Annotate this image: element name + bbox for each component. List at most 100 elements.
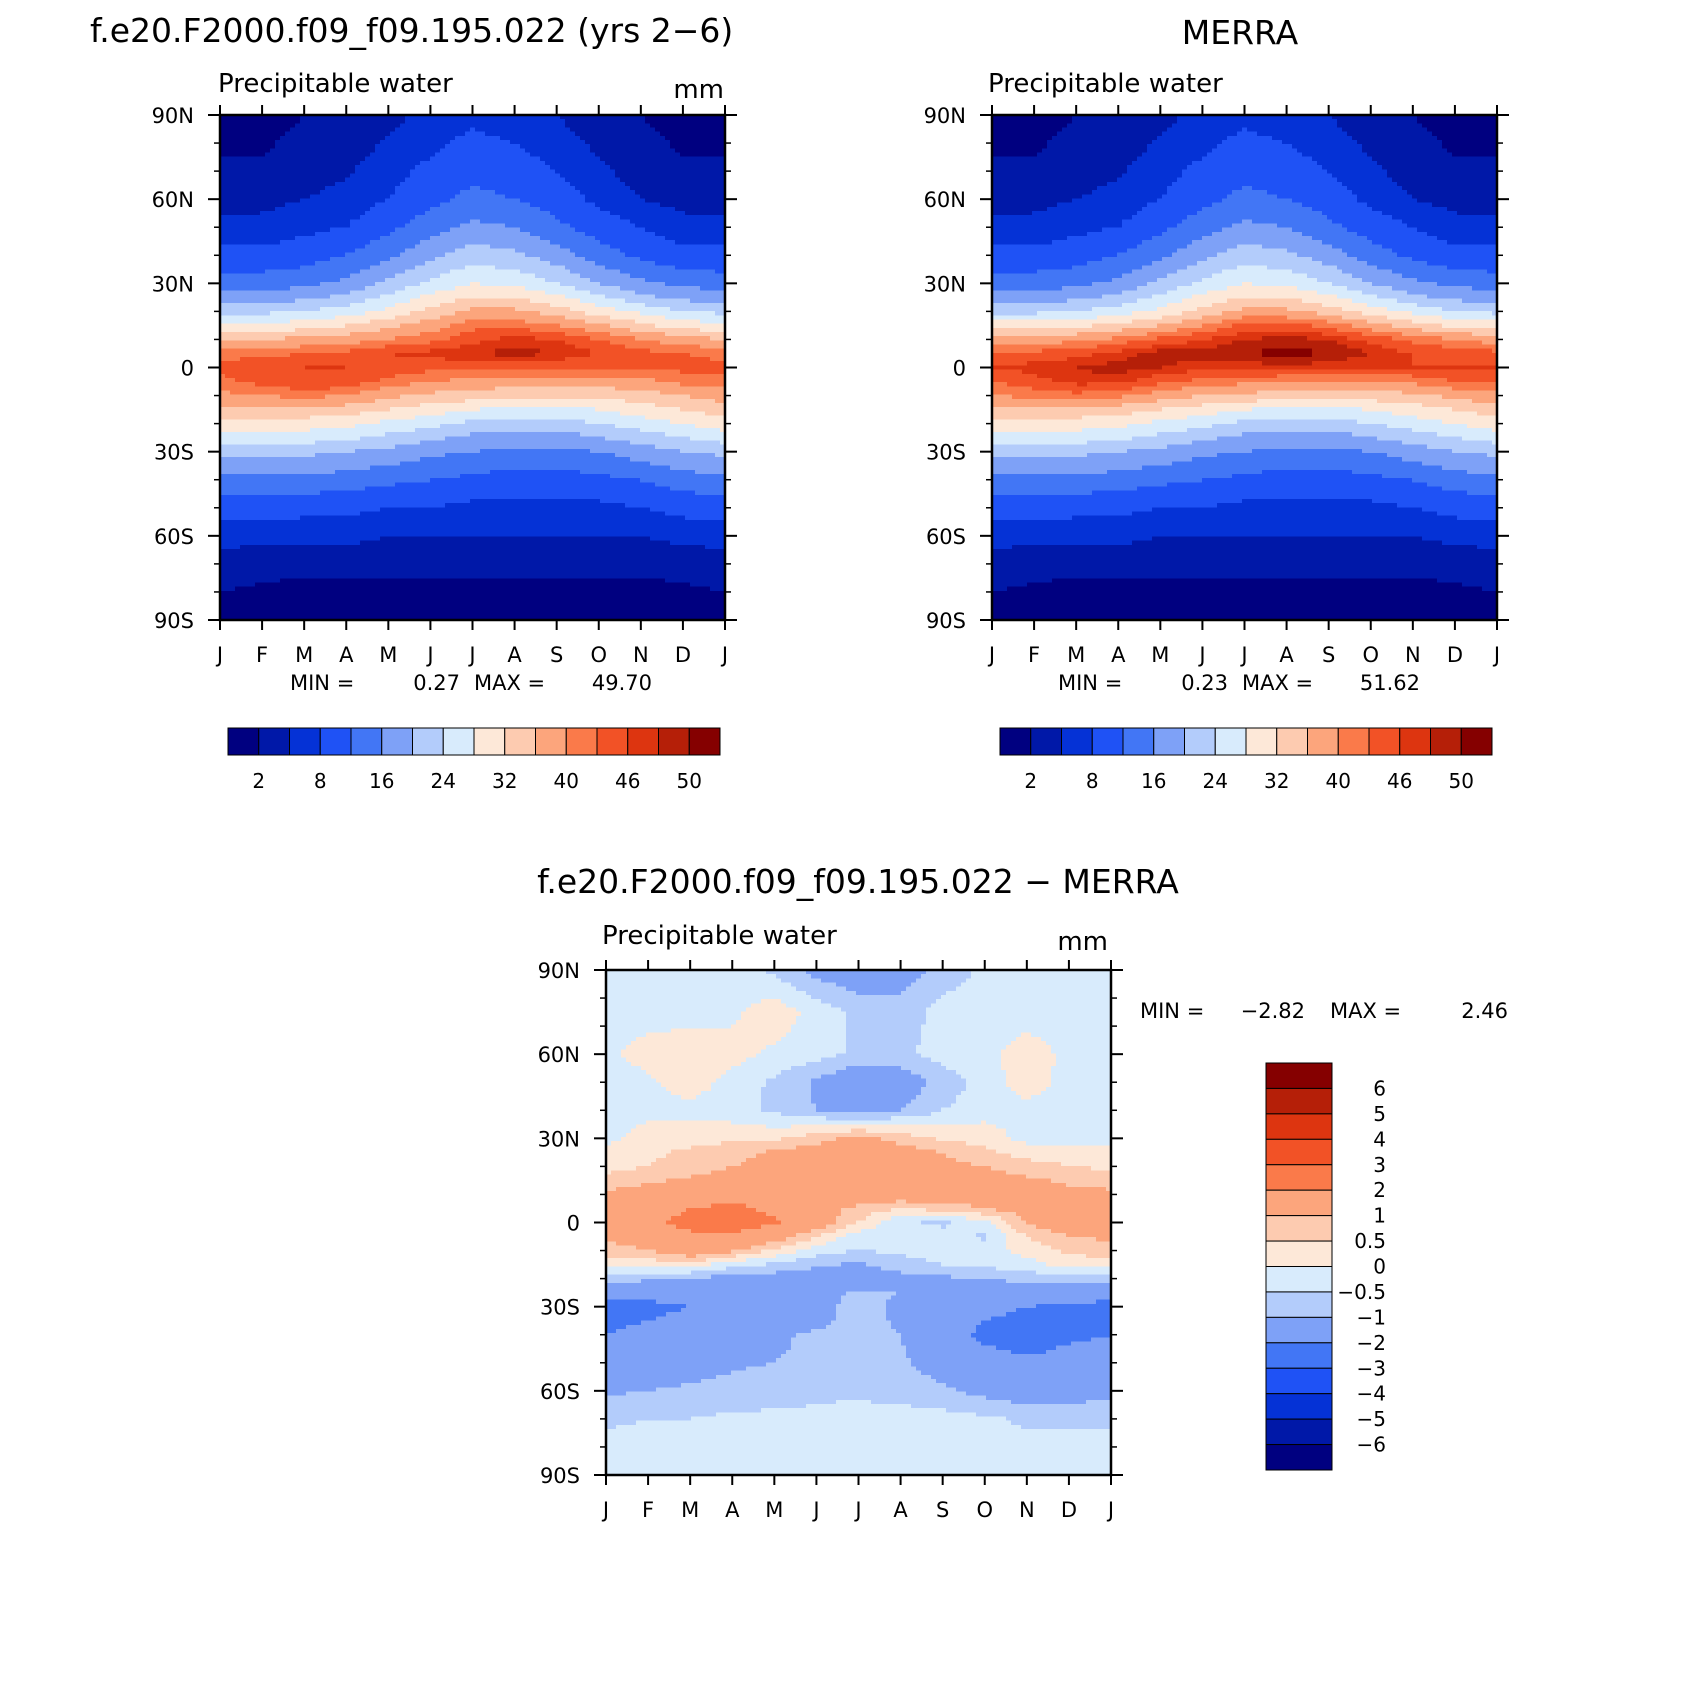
model-field-cell <box>310 165 316 170</box>
model-field-cell <box>625 290 631 295</box>
model-field-cell <box>240 253 246 258</box>
model-field-cell <box>545 269 551 274</box>
model-field-cell <box>465 128 471 133</box>
model-field-cell <box>340 278 346 283</box>
model-field-cell <box>645 240 651 245</box>
model-field-cell <box>350 290 356 295</box>
model-field-cell <box>660 253 666 258</box>
model-field-cell <box>300 249 306 254</box>
model-field-cell <box>700 178 706 183</box>
model-field-cell <box>460 123 466 128</box>
model-field-cell <box>290 224 296 229</box>
model-field-cell <box>450 173 456 178</box>
model-field-cell <box>665 261 671 266</box>
model-field-cell <box>265 290 271 295</box>
model-field-cell <box>390 282 396 287</box>
model-field-cell <box>630 198 636 203</box>
model-field-cell <box>230 244 236 249</box>
model-field-cell <box>255 286 261 291</box>
model-field-cell <box>255 232 261 237</box>
model-field-cell <box>345 278 351 283</box>
model-field-cell <box>700 253 706 258</box>
model-field-cell <box>325 265 331 270</box>
model-field-cell <box>225 265 231 270</box>
model-field-cell <box>390 194 396 199</box>
model-field-cell <box>230 219 236 224</box>
model-field-cell <box>285 165 291 170</box>
model-field-cell <box>360 182 366 187</box>
model-field-cell <box>375 244 381 249</box>
model-field-cell <box>500 190 506 195</box>
model-field-cell <box>680 236 686 241</box>
model-field-cell <box>395 294 401 299</box>
model-field-cell <box>285 294 291 299</box>
model-field-cell <box>680 165 686 170</box>
model-field-cell <box>345 165 351 170</box>
model-field-cell <box>560 169 566 174</box>
model-field-cell <box>345 290 351 295</box>
model-field-cell <box>315 161 321 166</box>
model-field-cell <box>600 165 606 170</box>
model-field-cell <box>355 132 361 137</box>
model-field-cell <box>260 282 266 287</box>
model-field-cell <box>250 207 256 212</box>
model-field-cell <box>675 123 681 128</box>
model-field-cell <box>640 123 646 128</box>
model-field-cell <box>505 253 511 258</box>
model-field-cell <box>605 232 611 237</box>
model-field-cell <box>490 148 496 153</box>
model-field-cell <box>460 274 466 279</box>
model-field-cell <box>640 290 646 295</box>
model-field-cell <box>430 186 436 191</box>
model-field-cell <box>640 257 646 262</box>
model-field-cell <box>515 119 521 124</box>
model-field-cell <box>645 278 651 283</box>
model-field-cell <box>240 153 246 158</box>
model-field-cell <box>710 161 716 166</box>
model-field-cell <box>670 190 676 195</box>
model-field-cell <box>635 140 641 145</box>
model-field-cell <box>655 244 661 249</box>
model-field-cell <box>240 278 246 283</box>
model-field-cell <box>705 215 711 220</box>
model-field-cell <box>355 286 361 291</box>
model-field-cell <box>415 219 421 224</box>
model-field-cell <box>340 194 346 199</box>
model-field-cell <box>680 224 686 229</box>
model-field-cell <box>470 215 476 220</box>
model-field-cell <box>510 282 516 287</box>
model-field-cell <box>405 215 411 220</box>
model-field-cell <box>475 169 481 174</box>
model-field-cell <box>535 153 541 158</box>
model-field-cell <box>295 299 301 304</box>
model-field-cell <box>400 128 406 133</box>
model-field-cell <box>400 282 406 287</box>
model-field-cell <box>620 290 626 295</box>
model-field-cell <box>465 286 471 291</box>
model-field-cell <box>615 236 621 241</box>
model-field-cell <box>290 278 296 283</box>
model-field-cell <box>305 136 311 141</box>
model-field-cell <box>595 269 601 274</box>
model-field-cell <box>690 257 696 262</box>
model-field-cell <box>395 261 401 266</box>
model-field-cell <box>280 161 286 166</box>
model-field-cell <box>525 190 531 195</box>
model-field-cell <box>700 249 706 254</box>
model-field-cell <box>325 198 331 203</box>
model-field-cell <box>410 186 416 191</box>
model-field-cell <box>675 278 681 283</box>
model-field-cell <box>495 161 501 166</box>
model-field-cell <box>485 224 491 229</box>
model-field-cell <box>600 157 606 162</box>
model-field-cell <box>590 236 596 241</box>
model-field-cell <box>465 190 471 195</box>
model-field-cell <box>515 169 521 174</box>
model-field-cell <box>405 290 411 295</box>
model-field-cell <box>360 165 366 170</box>
model-field-cell <box>485 240 491 245</box>
model-field-cell <box>330 274 336 279</box>
model-field-cell <box>600 249 606 254</box>
model-field-cell <box>600 236 606 241</box>
model-field-cell <box>685 249 691 254</box>
